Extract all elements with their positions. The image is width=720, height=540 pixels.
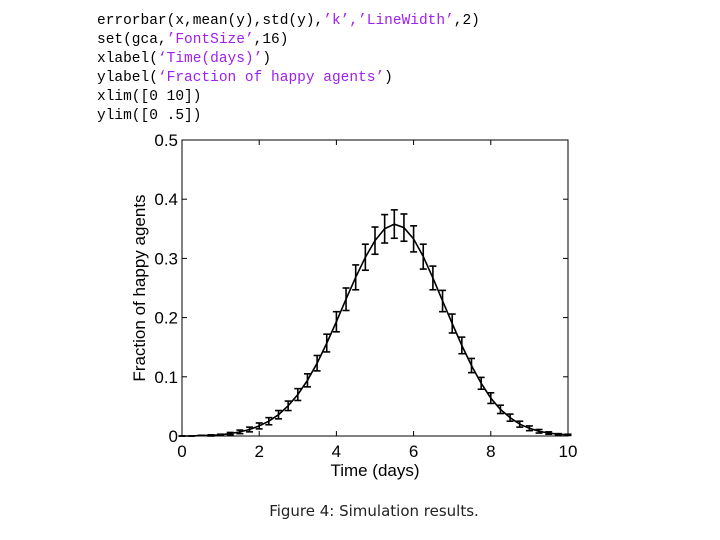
- code-text: ): [262, 51, 272, 67]
- code-text: ylim([0 .5]): [97, 108, 202, 124]
- errorbar-chart: 0 2 4 6 8 10 0 0.1 0.2 0.3 0.4 0.5 Time (days) Frac…: [130, 131, 578, 480]
- code-text: ,16): [253, 32, 289, 48]
- x-tick-label: 8: [486, 442, 495, 461]
- code-line: ylabel(‘Fraction of happy agents’): [97, 69, 480, 88]
- code-text: errorbar(x,mean(y),std(y),: [97, 13, 324, 29]
- y-tick-label: 0.1: [154, 368, 178, 387]
- code-line: errorbar(x,mean(y),std(y),’k’,’LineWidth…: [97, 12, 480, 31]
- code-string: ’FontSize’: [166, 32, 254, 48]
- code-line: set(gca,’FontSize’,16): [97, 31, 480, 50]
- code-text: xlabel(: [97, 51, 158, 67]
- x-tick-label: 4: [332, 442, 341, 461]
- code-block: errorbar(x,mean(y),std(y),’k’,’LineWidth…: [97, 12, 480, 126]
- code-string: ’k’,’LineWidth’: [323, 13, 454, 29]
- y-tick-label: 0.4: [154, 190, 178, 209]
- code-text: xlim([0 10]): [97, 89, 202, 105]
- series-line: [182, 223, 569, 437]
- y-tick-label: 0.5: [154, 131, 178, 150]
- y-tick-label: 0: [169, 427, 178, 446]
- x-axis-label: Time (days): [330, 461, 419, 480]
- plot-area: [181, 139, 569, 437]
- code-text: ): [384, 70, 393, 86]
- x-tick-label: 6: [409, 442, 418, 461]
- figure-caption: Figure 4: Simulation results.: [269, 502, 479, 520]
- y-tick-label: 0.3: [154, 249, 178, 268]
- code-line: xlim([0 10]): [97, 88, 480, 107]
- x-tick-label: 0: [177, 442, 186, 461]
- code-line: xlabel(‘Time(days)’): [97, 50, 480, 69]
- x-tick-label: 10: [559, 442, 578, 461]
- y-tick-label: 0.2: [154, 309, 178, 328]
- x-tick-label: 2: [254, 442, 263, 461]
- code-line: ylim([0 .5]): [97, 107, 480, 126]
- code-string: ‘Fraction of happy agents’: [157, 70, 385, 86]
- code-string: ‘Time(days)’: [157, 51, 263, 67]
- code-text: set(gca,: [97, 32, 167, 48]
- code-text: ,2): [453, 13, 480, 29]
- y-axis-label: Fraction of happy agents: [130, 194, 149, 381]
- code-text: ylabel(: [97, 70, 158, 86]
